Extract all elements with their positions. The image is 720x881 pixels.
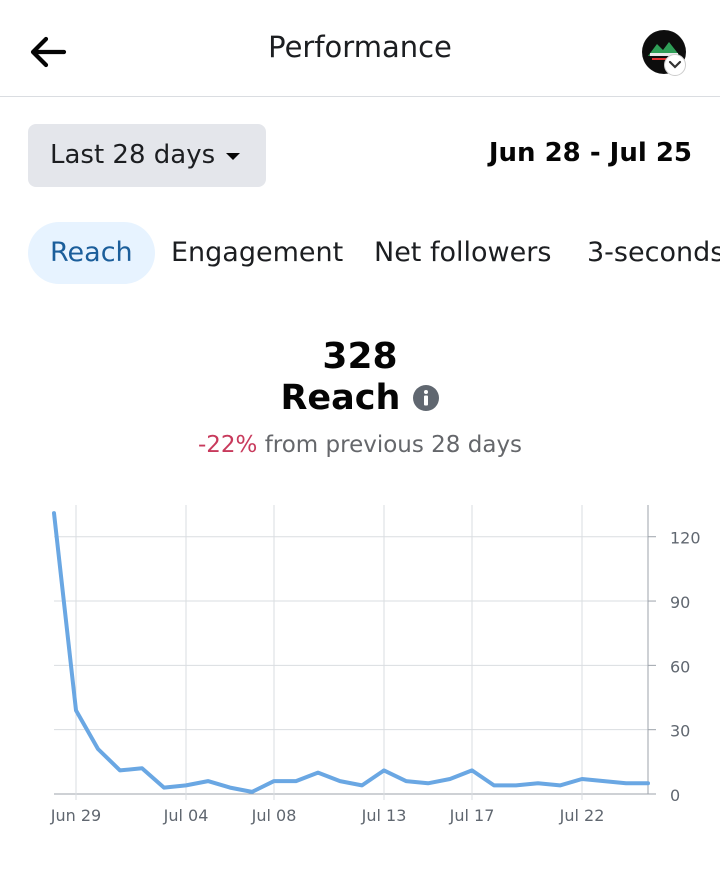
data-point[interactable] — [444, 773, 456, 785]
data-point[interactable] — [532, 777, 544, 789]
data-point[interactable] — [92, 743, 104, 755]
top-bar: Performance — [0, 0, 720, 97]
data-point[interactable] — [356, 779, 368, 791]
comparison-text: -22% from previous 28 days — [0, 432, 720, 458]
data-point[interactable] — [312, 767, 324, 779]
data-point[interactable] — [466, 764, 478, 776]
data-point[interactable] — [598, 775, 610, 787]
x-tick-label: Jul 22 — [559, 806, 605, 825]
date-range-text: Jun 28 - Jul 25 — [488, 138, 692, 168]
x-tick-label: Jul 17 — [449, 806, 495, 825]
data-point[interactable] — [642, 777, 654, 789]
date-range-dropdown[interactable]: Last 28 days — [28, 124, 266, 187]
data-point[interactable] — [488, 779, 500, 791]
data-point[interactable] — [510, 779, 522, 791]
data-point[interactable] — [158, 782, 170, 794]
data-point[interactable] — [620, 777, 632, 789]
metric-heading: Reach — [0, 378, 720, 418]
data-point[interactable] — [400, 775, 412, 787]
x-tick-label: Jul 08 — [251, 806, 297, 825]
tab-net-followers[interactable]: Net followers — [374, 237, 552, 268]
y-tick-label: 30 — [670, 722, 690, 741]
y-tick-label: 0 — [670, 786, 680, 805]
data-point[interactable] — [422, 777, 434, 789]
data-point[interactable] — [246, 786, 258, 798]
account-switch-icon[interactable] — [664, 54, 686, 76]
info-icon[interactable] — [412, 384, 440, 412]
data-point[interactable] — [334, 775, 346, 787]
back-arrow-icon[interactable] — [26, 30, 70, 74]
metric-value: 328 — [322, 336, 398, 377]
reach-line-chart: 0 30 60 90 120 Jun 29 Jul 04 Jul 08 Jul 13 Jul 17… — [48, 505, 701, 825]
data-point[interactable] — [268, 775, 280, 787]
x-tick-label: Jul 13 — [361, 806, 407, 825]
caret-down-icon — [226, 153, 240, 160]
tab-3-second-views[interactable]: 3-seconds views — [587, 237, 720, 268]
data-point[interactable] — [136, 762, 148, 774]
data-point[interactable] — [554, 779, 566, 791]
data-point[interactable] — [224, 782, 236, 794]
date-range-dropdown-label: Last 28 days — [50, 140, 216, 170]
change-description: from previous 28 days — [264, 432, 523, 458]
data-point[interactable] — [114, 764, 126, 776]
data-point[interactable] — [576, 773, 588, 785]
tab-engagement[interactable]: Engagement — [171, 237, 344, 268]
tab-reach[interactable]: Reach — [28, 222, 155, 284]
change-percent: -22% — [197, 432, 258, 458]
metric-tabs: Reach Engagement Net followers 3-seconds… — [0, 222, 720, 286]
y-tick-label: 90 — [670, 593, 690, 612]
data-point[interactable] — [378, 764, 390, 776]
data-point[interactable] — [202, 775, 214, 787]
y-tick-label: 120 — [670, 529, 701, 548]
metric-name: Reach — [280, 378, 401, 418]
x-tick-label: Jul 04 — [163, 806, 209, 825]
x-tick-label: Jun 29 — [50, 806, 101, 825]
data-point[interactable] — [290, 775, 302, 787]
data-point[interactable] — [180, 779, 192, 791]
reach-series-line — [52, 511, 650, 794]
y-tick-label: 60 — [670, 657, 690, 676]
data-point[interactable] — [70, 704, 82, 716]
data-point[interactable] — [48, 507, 60, 519]
page-title: Performance — [268, 30, 452, 64]
